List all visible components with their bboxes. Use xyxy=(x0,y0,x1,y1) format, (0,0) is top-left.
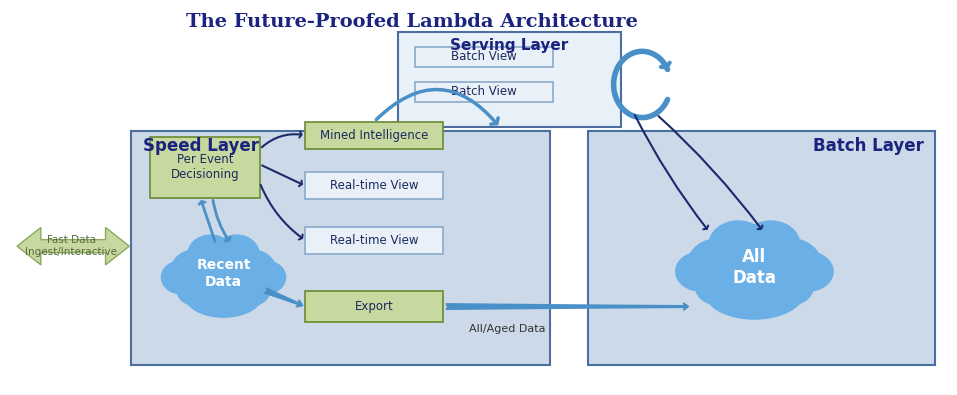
FancyBboxPatch shape xyxy=(305,172,443,199)
Ellipse shape xyxy=(707,230,801,305)
Text: Speed Layer: Speed Layer xyxy=(143,137,258,155)
Text: Batch View: Batch View xyxy=(451,85,517,98)
Ellipse shape xyxy=(742,221,800,267)
Ellipse shape xyxy=(709,221,768,267)
Ellipse shape xyxy=(188,235,234,274)
Text: All/Aged Data: All/Aged Data xyxy=(469,324,545,334)
Text: Batch View: Batch View xyxy=(451,51,517,64)
Ellipse shape xyxy=(756,238,821,290)
FancyBboxPatch shape xyxy=(131,131,550,365)
FancyBboxPatch shape xyxy=(305,227,443,254)
Polygon shape xyxy=(17,228,129,265)
Text: Real-time View: Real-time View xyxy=(330,179,418,192)
Ellipse shape xyxy=(759,269,813,306)
Ellipse shape xyxy=(247,261,285,293)
Text: Fast Data
Ingest/Interactive: Fast Data Ingest/Interactive xyxy=(25,235,118,257)
Ellipse shape xyxy=(162,261,200,293)
Text: All
Data: All Data xyxy=(732,248,776,287)
FancyBboxPatch shape xyxy=(397,32,621,128)
FancyBboxPatch shape xyxy=(414,47,553,67)
Ellipse shape xyxy=(784,252,833,291)
Ellipse shape xyxy=(225,250,277,293)
FancyBboxPatch shape xyxy=(305,122,443,149)
Ellipse shape xyxy=(676,252,724,291)
Ellipse shape xyxy=(687,238,752,290)
Text: Export: Export xyxy=(355,300,393,313)
Ellipse shape xyxy=(696,269,750,306)
FancyBboxPatch shape xyxy=(414,82,553,102)
Ellipse shape xyxy=(227,275,270,306)
Text: Serving Layer: Serving Layer xyxy=(451,38,568,53)
FancyBboxPatch shape xyxy=(588,131,935,365)
Text: Real-time View: Real-time View xyxy=(330,234,418,247)
Text: Per Event
Decisioning: Per Event Decisioning xyxy=(170,153,239,181)
Ellipse shape xyxy=(185,271,263,317)
FancyBboxPatch shape xyxy=(150,137,259,198)
Ellipse shape xyxy=(177,275,220,306)
Text: Mined Intelligence: Mined Intelligence xyxy=(321,129,429,142)
Ellipse shape xyxy=(704,264,804,319)
Text: Recent
Data: Recent Data xyxy=(196,258,251,288)
Ellipse shape xyxy=(170,250,222,293)
Text: The Future-Proofed Lambda Architecture: The Future-Proofed Lambda Architecture xyxy=(186,13,637,30)
Text: Batch Layer: Batch Layer xyxy=(812,137,924,155)
Ellipse shape xyxy=(187,243,260,306)
Ellipse shape xyxy=(213,235,259,274)
FancyBboxPatch shape xyxy=(305,291,443,322)
